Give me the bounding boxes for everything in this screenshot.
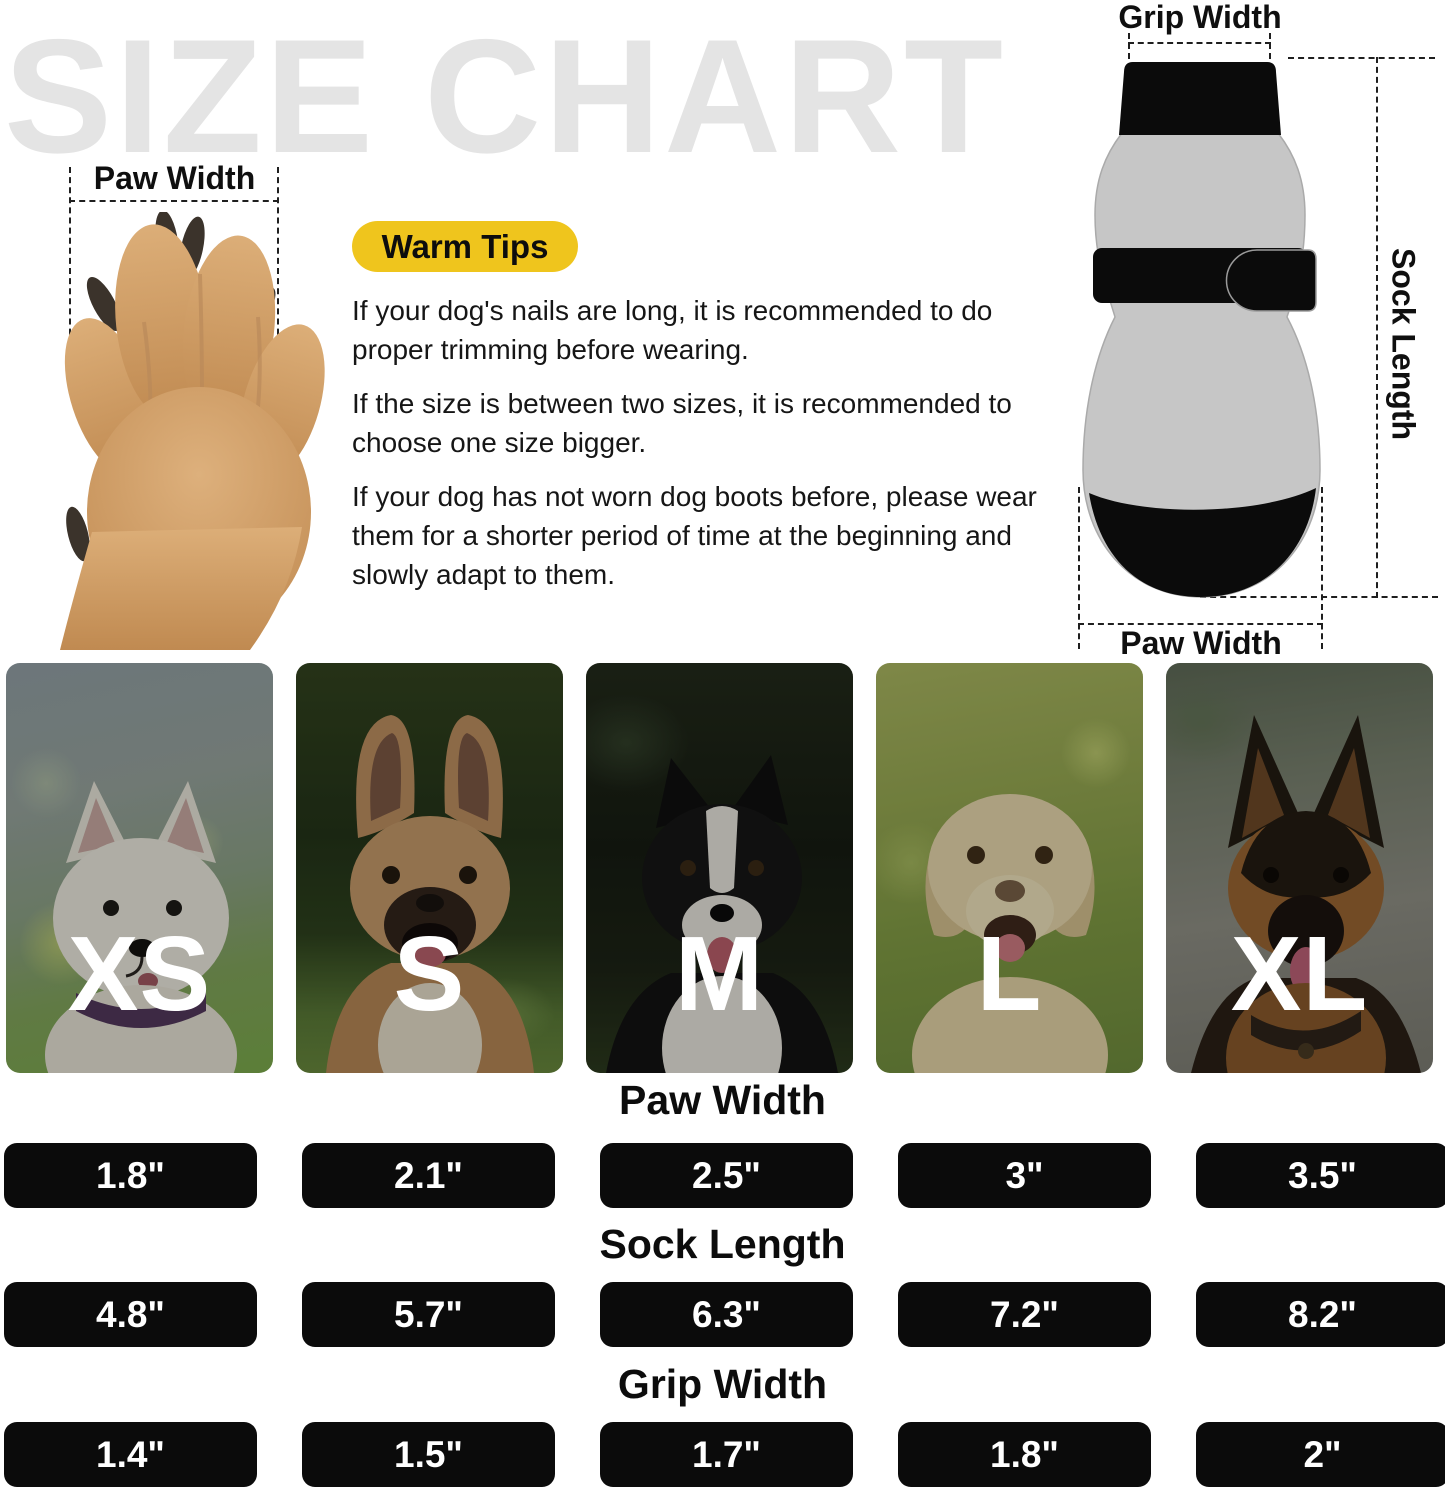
paw-width-value-l: 3" bbox=[898, 1143, 1151, 1208]
size-photo-s: S bbox=[296, 663, 563, 1073]
measure-line bbox=[69, 200, 279, 202]
paw-width-value-m: 2.5" bbox=[600, 1143, 853, 1208]
measure-line bbox=[1078, 623, 1323, 625]
size-photo-xl: XL bbox=[1166, 663, 1433, 1073]
size-photo-m: M bbox=[586, 663, 853, 1073]
sock-length-value-m: 6.3" bbox=[600, 1282, 853, 1347]
grip-width-value-xl: 2" bbox=[1196, 1422, 1445, 1487]
warm-tips-text: If your dog's nails are long, it is reco… bbox=[352, 291, 1057, 609]
grip-width-value-l: 1.8" bbox=[898, 1422, 1151, 1487]
dog-illustration-border-collie bbox=[606, 755, 838, 1073]
sock-length-value-xl: 8.2" bbox=[1196, 1282, 1445, 1347]
sock-length-value-s: 5.7" bbox=[302, 1282, 555, 1347]
dog-illustration-french-bulldog bbox=[326, 715, 534, 1073]
paw-width-value-xs: 1.8" bbox=[4, 1143, 257, 1208]
measure-line bbox=[1376, 57, 1378, 598]
photo-overlay bbox=[876, 663, 1143, 1073]
grip-width-value-xs: 1.4" bbox=[4, 1422, 257, 1487]
measure-line bbox=[1321, 487, 1323, 649]
sock-length-value-xs: 4.8" bbox=[4, 1282, 257, 1347]
size-label-xl: XL bbox=[1230, 915, 1369, 1033]
grip-width-value-m: 1.7" bbox=[600, 1422, 853, 1487]
page-title: SIZE CHART bbox=[4, 6, 1006, 187]
measure-line bbox=[1269, 33, 1271, 59]
grip-width-value-s: 1.5" bbox=[302, 1422, 555, 1487]
paw-width-heading: Paw Width bbox=[619, 1077, 826, 1123]
measure-line bbox=[1078, 487, 1080, 649]
tip-paragraph: If your dog has not worn dog boots befor… bbox=[352, 481, 1037, 590]
paw-width-value-s: 2.1" bbox=[302, 1143, 555, 1208]
dog-paw-photo bbox=[60, 212, 325, 650]
size-label-xs: XS bbox=[67, 915, 212, 1033]
photo-overlay bbox=[296, 663, 563, 1073]
size-label-l: L bbox=[976, 915, 1043, 1033]
sock-length-label: Sock Length bbox=[1385, 248, 1422, 441]
warm-tips-badge: Warm Tips bbox=[352, 221, 578, 272]
sock-length-heading: Sock Length bbox=[599, 1221, 846, 1267]
measure-line bbox=[69, 167, 71, 375]
photo-overlay bbox=[586, 663, 853, 1073]
tip-paragraph: If the size is between two sizes, it is … bbox=[352, 388, 1012, 458]
size-label-s: S bbox=[393, 915, 466, 1033]
photo-overlay bbox=[1166, 663, 1433, 1073]
dog-illustration-labrador bbox=[912, 794, 1108, 1073]
grip-width-heading: Grip Width bbox=[617, 1361, 828, 1407]
paw-width-label-sock: Paw Width bbox=[1120, 625, 1282, 661]
sock-length-value-l: 7.2" bbox=[898, 1282, 1151, 1347]
grip-width-label: Grip Width bbox=[1118, 0, 1282, 35]
paw-width-label-top: Paw Width bbox=[93, 160, 256, 196]
paw-width-value-xl: 3.5" bbox=[1196, 1143, 1445, 1208]
measure-line bbox=[1200, 596, 1438, 598]
photo-overlay bbox=[6, 663, 273, 1073]
measure-line bbox=[277, 167, 279, 375]
size-photo-xs: XS bbox=[6, 663, 273, 1073]
size-label-m: M bbox=[674, 915, 765, 1033]
measure-line bbox=[1288, 57, 1435, 59]
warm-tips-heading: Warm Tips bbox=[381, 227, 549, 265]
measure-line bbox=[1128, 42, 1271, 44]
dog-sock-diagram bbox=[1082, 62, 1321, 598]
measure-line bbox=[1128, 33, 1130, 59]
size-photo-l: L bbox=[876, 663, 1143, 1073]
tip-paragraph: If your dog's nails are long, it is reco… bbox=[352, 295, 993, 365]
dog-illustration-german-shepherd bbox=[1191, 715, 1421, 1073]
dog-illustration-westie bbox=[45, 781, 237, 1073]
